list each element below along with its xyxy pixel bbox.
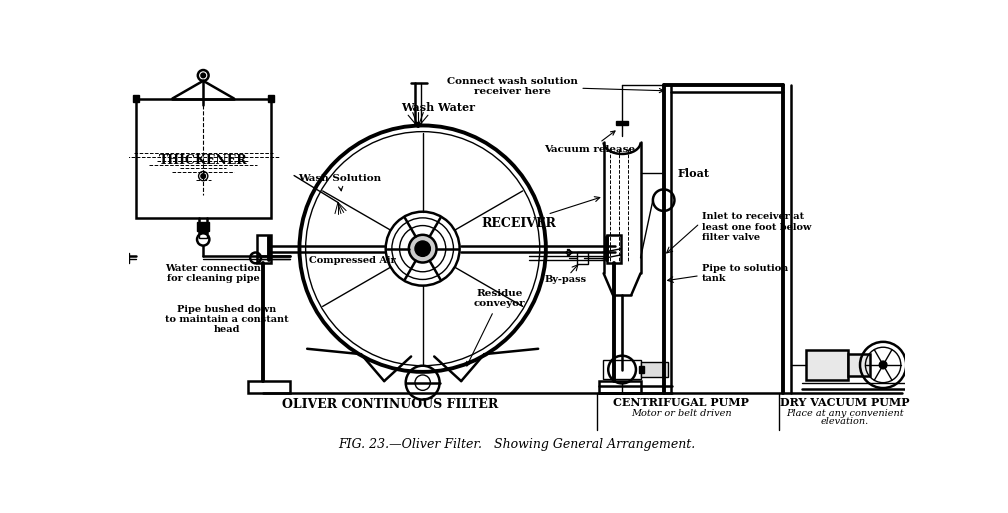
Text: RECEIVER: RECEIVER bbox=[481, 196, 600, 230]
Bar bbox=[641, 362, 668, 377]
Bar bbox=[599, 381, 641, 392]
Text: Pipe bushed down
to maintain a constant
head: Pipe bushed down to maintain a constant … bbox=[165, 305, 289, 334]
Text: THICKENER: THICKENER bbox=[159, 153, 248, 167]
Bar bbox=[121, 252, 129, 263]
Circle shape bbox=[879, 361, 887, 369]
Bar bbox=[616, 121, 628, 126]
Text: Motor or belt driven: Motor or belt driven bbox=[631, 409, 732, 418]
Circle shape bbox=[201, 73, 206, 78]
Text: Connect wash solution
receiver here: Connect wash solution receiver here bbox=[447, 76, 663, 96]
Text: Residue
conveyor: Residue conveyor bbox=[467, 289, 525, 366]
Bar bbox=[639, 366, 644, 373]
Bar bbox=[200, 232, 207, 238]
Text: Wash Water: Wash Water bbox=[401, 102, 475, 113]
Text: FIG. 23.—Oliver Filter.   Showing General Arrangement.: FIG. 23.—Oliver Filter. Showing General … bbox=[338, 438, 696, 451]
Circle shape bbox=[415, 123, 420, 127]
Bar bbox=[608, 235, 621, 263]
Text: DRY VACUUM PUMP: DRY VACUUM PUMP bbox=[780, 397, 909, 408]
Bar bbox=[257, 235, 271, 263]
Text: Water connection
for cleaning pipe: Water connection for cleaning pipe bbox=[165, 264, 261, 283]
Text: Float: Float bbox=[677, 168, 710, 179]
Bar bbox=[136, 98, 271, 218]
Text: Inlet to receiver at
least one foot below
filter valve: Inlet to receiver at least one foot belo… bbox=[703, 212, 811, 242]
Bar bbox=[248, 381, 290, 392]
Text: CENTRIFUGAL PUMP: CENTRIFUGAL PUMP bbox=[614, 397, 749, 408]
Circle shape bbox=[199, 171, 208, 181]
Text: OLIVER CONTINUOUS FILTER: OLIVER CONTINUOUS FILTER bbox=[282, 398, 498, 411]
Text: Place at any convenient: Place at any convenient bbox=[786, 409, 903, 418]
Text: By-pass: By-pass bbox=[544, 275, 587, 284]
Bar bbox=[849, 354, 870, 376]
Bar bbox=[133, 95, 139, 102]
Bar bbox=[197, 222, 210, 231]
Text: Compressed Air: Compressed Air bbox=[309, 255, 396, 265]
Circle shape bbox=[409, 235, 436, 263]
Text: Vacuum release: Vacuum release bbox=[544, 131, 635, 154]
Bar bbox=[603, 360, 641, 379]
Text: Pipe to solution
tank: Pipe to solution tank bbox=[703, 264, 788, 283]
Bar bbox=[268, 95, 274, 102]
Text: Wash Solution: Wash Solution bbox=[298, 174, 381, 191]
Circle shape bbox=[201, 174, 206, 179]
Bar bbox=[806, 350, 849, 380]
Circle shape bbox=[415, 241, 430, 256]
Text: elevation.: elevation. bbox=[821, 418, 869, 426]
Bar bbox=[577, 252, 589, 264]
